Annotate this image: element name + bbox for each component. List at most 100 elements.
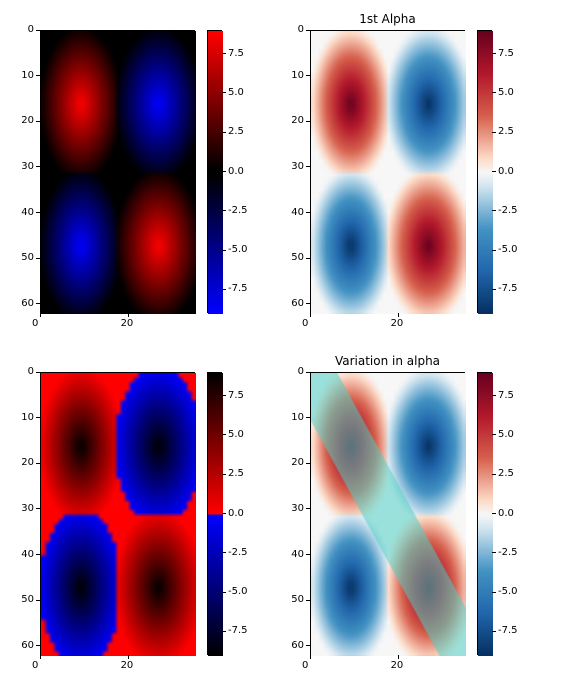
xtick-mark: [398, 313, 399, 317]
colorbar-tick-label: 7.5: [228, 48, 244, 59]
ytick-mark: [36, 417, 40, 418]
colorbar-tick-mark: [222, 250, 226, 251]
colorbar-tick-mark: [222, 210, 226, 211]
panel-bottom-right: Variation in alpha0102030405060020: [310, 372, 465, 655]
heatmap-canvas: [41, 373, 196, 656]
colorbar-tick-mark: [492, 513, 496, 514]
ytick-label: 60: [21, 640, 34, 651]
colorbar-tick-mark: [492, 395, 496, 396]
colorbar-tick-label: 0.0: [498, 508, 514, 519]
colorbar: [207, 372, 222, 655]
ytick-mark: [306, 508, 310, 509]
colorbar-tick-mark: [492, 592, 496, 593]
ytick-mark: [306, 417, 310, 418]
ytick-label: 10: [21, 70, 34, 81]
ytick-label: 0: [298, 24, 304, 35]
ytick-label: 30: [291, 161, 304, 172]
axes-area: [40, 372, 195, 655]
colorbar-tick-label: 2.5: [498, 126, 514, 137]
xtick-label: 0: [32, 660, 38, 671]
ytick-mark: [36, 554, 40, 555]
ytick-mark: [36, 75, 40, 76]
colorbar-tick-mark: [222, 132, 226, 133]
ytick-mark: [36, 372, 40, 373]
heatmap-canvas: [311, 31, 466, 314]
colorbar-canvas: [478, 31, 493, 314]
ytick-mark: [306, 121, 310, 122]
ytick-label: 50: [21, 594, 34, 605]
axes-area: [310, 372, 465, 655]
ytick-mark: [36, 30, 40, 31]
ytick-label: 10: [291, 412, 304, 423]
ytick-mark: [36, 600, 40, 601]
ytick-mark: [306, 303, 310, 304]
colorbar-tick-mark: [492, 92, 496, 93]
subplot-title: 1st Alpha: [310, 12, 465, 26]
ytick-mark: [306, 600, 310, 601]
ytick-label: 50: [21, 252, 34, 263]
panel-bottom-left: 0102030405060020: [40, 372, 195, 655]
colorbar-tick-label: -5.0: [228, 244, 248, 255]
colorbar-tick-mark: [222, 289, 226, 290]
ytick-mark: [36, 508, 40, 509]
colorbar: [207, 30, 222, 313]
colorbar-tick-label: 5.0: [498, 429, 514, 440]
colorbar-canvas: [208, 31, 223, 314]
ytick-mark: [306, 372, 310, 373]
colorbar-tick-label: -7.5: [498, 625, 518, 636]
colorbar-tick-label: 0.0: [498, 166, 514, 177]
panel-top-left: 0102030405060020: [40, 30, 195, 313]
colorbar-tick-mark: [222, 171, 226, 172]
figure: 0102030405060020-7.5-5.0-2.50.02.55.07.5…: [0, 0, 574, 695]
colorbar-tick-mark: [222, 631, 226, 632]
ytick-label: 30: [21, 161, 34, 172]
panel-top-right: 1st Alpha0102030405060020: [310, 30, 465, 313]
colorbar-tick-label: 5.0: [228, 429, 244, 440]
ytick-mark: [306, 212, 310, 213]
colorbar-tick-label: 5.0: [228, 87, 244, 98]
colorbar-tick-mark: [492, 53, 496, 54]
xtick-label: 0: [302, 318, 308, 329]
colorbar-tick-label: 7.5: [228, 390, 244, 401]
ytick-mark: [306, 75, 310, 76]
ytick-mark: [36, 258, 40, 259]
colorbar-tick-mark: [492, 552, 496, 553]
ytick-mark: [36, 645, 40, 646]
colorbar-tick-label: -7.5: [228, 283, 248, 294]
ytick-label: 20: [21, 457, 34, 468]
ytick-mark: [306, 554, 310, 555]
axes-area: [40, 30, 195, 313]
colorbar-tick-mark: [222, 474, 226, 475]
colorbar-tick-label: -2.5: [498, 205, 518, 216]
colorbar-tick-mark: [222, 592, 226, 593]
colorbar-tick-mark: [492, 171, 496, 172]
ytick-label: 0: [28, 24, 34, 35]
ytick-mark: [36, 463, 40, 464]
colorbar-tick-label: 2.5: [498, 468, 514, 479]
xtick-mark: [310, 313, 311, 317]
ytick-label: 40: [21, 549, 34, 560]
colorbar-tick-mark: [222, 92, 226, 93]
colorbar-tick-mark: [492, 132, 496, 133]
heatmap-canvas: [41, 31, 196, 314]
colorbar-tick-label: 0.0: [228, 166, 244, 177]
colorbar-canvas: [208, 373, 223, 656]
colorbar-tick-mark: [222, 53, 226, 54]
colorbar-tick-mark: [492, 631, 496, 632]
subplot-title: Variation in alpha: [310, 354, 465, 368]
colorbar-tick-label: 2.5: [228, 126, 244, 137]
ytick-label: 60: [21, 298, 34, 309]
axes-area: [310, 30, 465, 313]
colorbar-tick-mark: [492, 474, 496, 475]
colorbar-tick-label: -7.5: [498, 283, 518, 294]
ytick-mark: [36, 303, 40, 304]
ytick-label: 30: [21, 503, 34, 514]
ytick-label: 20: [291, 457, 304, 468]
ytick-mark: [36, 121, 40, 122]
colorbar-tick-label: -7.5: [228, 625, 248, 636]
xtick-label: 20: [121, 660, 134, 671]
ytick-label: 0: [28, 366, 34, 377]
ytick-label: 50: [291, 594, 304, 605]
ytick-label: 40: [291, 207, 304, 218]
colorbar-tick-mark: [222, 513, 226, 514]
